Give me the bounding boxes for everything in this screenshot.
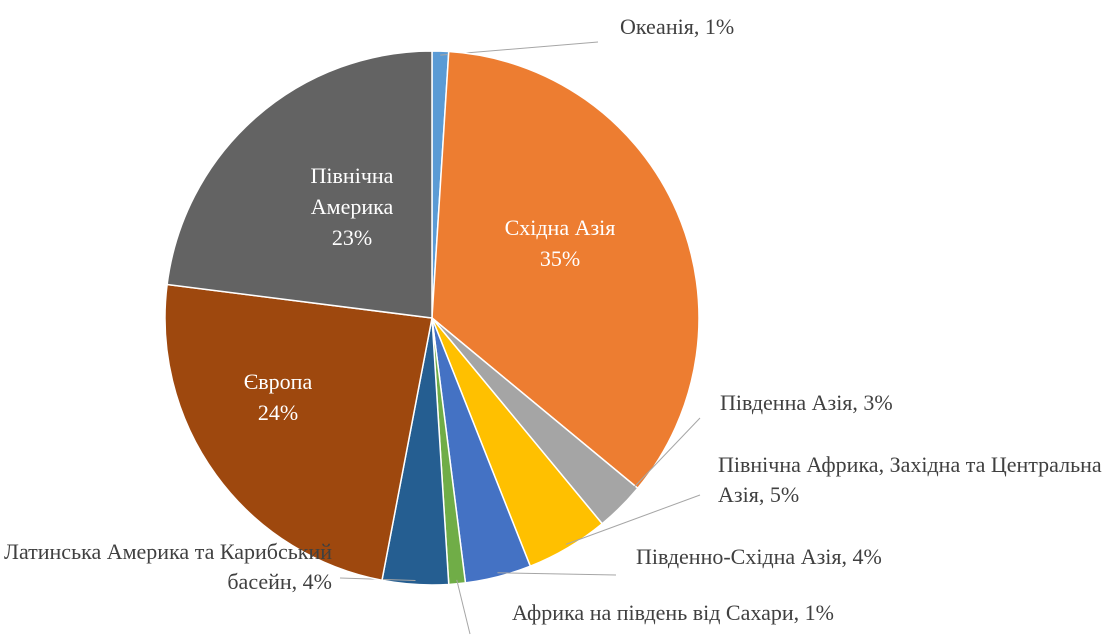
value-label: 5% <box>769 482 800 507</box>
data-label: Північна Африка, Західна та Центральна А… <box>718 450 1107 510</box>
category-label: Океанія <box>620 14 694 39</box>
value-label: 4% <box>852 544 882 569</box>
leader-line <box>565 494 701 545</box>
value-label: 4% <box>302 569 332 594</box>
category-label: Південна Азія <box>720 390 853 415</box>
data-label: Південно-Східна Азія, 4% <box>636 542 1016 572</box>
category-label: Африка на південь від Сахари <box>512 600 794 625</box>
label-separator: , <box>758 482 770 507</box>
pie-slice <box>164 283 433 582</box>
data-label: Африка на південь від Сахари, 1% <box>512 598 932 628</box>
data-label: Європа, 24% <box>198 366 358 428</box>
category-label: Північна Африка, Західна та Центральна А… <box>718 452 1102 507</box>
category-label: Східна Азія <box>504 215 616 240</box>
category-label: Південно-Східна Азія <box>636 544 842 569</box>
label-separator: , <box>841 544 853 569</box>
leader-line <box>456 579 471 635</box>
data-label: Північна Америка, 23% <box>277 160 427 253</box>
label-separator: , <box>693 14 705 39</box>
category-label: Північна Америка <box>310 163 394 219</box>
value-label: 23% <box>331 225 373 250</box>
data-label: Південна Азія, 3% <box>720 388 1020 418</box>
value-label: 1% <box>704 14 735 39</box>
pie-slice <box>166 50 433 319</box>
leader-line <box>497 572 617 576</box>
pie-slice <box>431 50 700 490</box>
category-label: Європа <box>243 369 313 394</box>
data-label: Океанія, 1% <box>620 12 820 42</box>
value-label: 35% <box>539 246 581 271</box>
label-separator: , <box>852 390 864 415</box>
data-label: Східна Азія, 35% <box>450 212 670 274</box>
category-label: Латинська Америка та Карибський басейн <box>4 539 332 594</box>
label-separator: , <box>793 600 805 625</box>
data-label: Латинська Америка та Карибський басейн, … <box>2 537 332 597</box>
label-separator: , <box>291 569 303 594</box>
value-label: 1% <box>804 600 834 625</box>
value-label: 24% <box>257 400 299 425</box>
value-label: 3% <box>863 390 893 415</box>
leader-line <box>617 417 701 505</box>
